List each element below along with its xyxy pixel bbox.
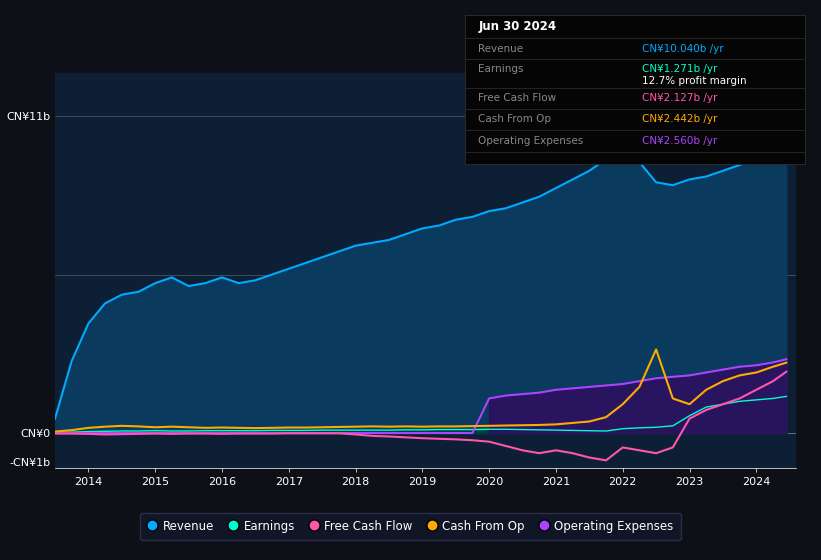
Text: CN¥2.442b /yr: CN¥2.442b /yr (642, 114, 718, 124)
Text: CN¥2.560b /yr: CN¥2.560b /yr (642, 136, 717, 146)
Text: Operating Expenses: Operating Expenses (479, 136, 584, 146)
Text: Earnings: Earnings (479, 64, 524, 74)
Text: Cash From Op: Cash From Op (479, 114, 552, 124)
Text: CN¥2.127b /yr: CN¥2.127b /yr (642, 93, 718, 103)
Text: Jun 30 2024: Jun 30 2024 (479, 21, 557, 34)
Text: CN¥10.040b /yr: CN¥10.040b /yr (642, 44, 723, 54)
Text: CN¥1.271b /yr: CN¥1.271b /yr (642, 64, 718, 74)
Text: 12.7% profit margin: 12.7% profit margin (642, 76, 746, 86)
Text: Revenue: Revenue (479, 44, 524, 54)
Legend: Revenue, Earnings, Free Cash Flow, Cash From Op, Operating Expenses: Revenue, Earnings, Free Cash Flow, Cash … (140, 513, 681, 540)
Text: Free Cash Flow: Free Cash Flow (479, 93, 557, 103)
